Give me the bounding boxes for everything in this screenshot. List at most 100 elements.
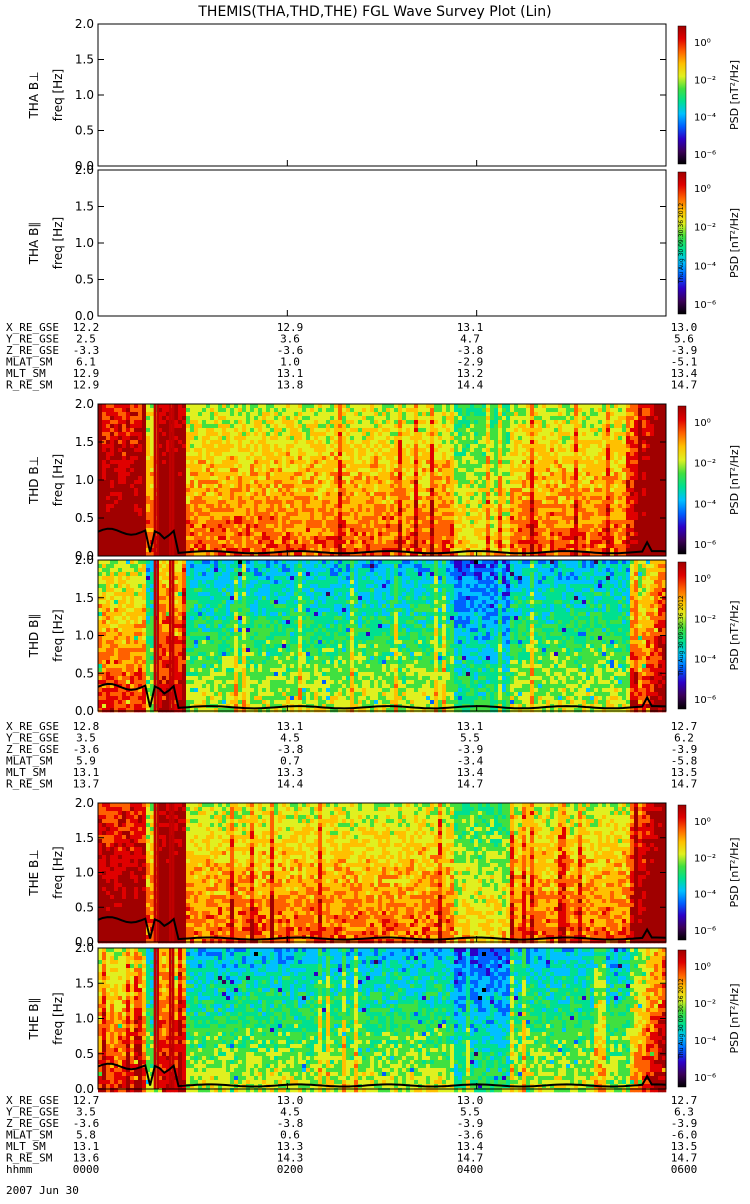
spectrogram-cell <box>434 532 438 536</box>
spectrogram-cell <box>334 448 338 452</box>
spectrogram-cell <box>110 464 114 468</box>
spectrogram-cell <box>582 408 586 412</box>
spectrogram-cell <box>330 528 334 532</box>
spectrogram-cell <box>218 500 222 504</box>
spectrogram-cell <box>474 440 478 444</box>
spectrogram-cell <box>270 516 274 520</box>
spectrogram-cell <box>350 520 354 524</box>
spectrogram-cell <box>506 500 510 504</box>
spectrogram-cell <box>102 424 106 428</box>
spectrogram-cell <box>314 428 318 432</box>
spectrogram-cell <box>594 456 598 460</box>
spectrogram-cell <box>354 424 358 428</box>
spectrogram-cell <box>110 492 114 496</box>
spectrogram-cell <box>534 488 538 492</box>
spectrogram-cell <box>590 508 594 512</box>
spectrogram-cell <box>194 408 198 412</box>
spectrogram-cell <box>458 444 462 448</box>
spectrogram-cell <box>554 532 558 536</box>
spectrogram-cell <box>330 548 334 552</box>
spectrogram-cell <box>350 436 354 440</box>
spectrogram-cell <box>358 532 362 536</box>
spectrogram-cell <box>466 536 470 540</box>
spectrogram-cell <box>386 416 390 420</box>
spectrogram-cell <box>570 476 574 480</box>
spectrogram-cell <box>598 512 602 516</box>
spectrogram-cell <box>502 544 506 548</box>
spectrogram-cell <box>202 484 206 488</box>
spectrogram-cell <box>602 456 606 460</box>
spectrogram-cell <box>302 508 306 512</box>
spectrogram-cell <box>614 496 618 500</box>
spectrogram-cell <box>510 460 514 464</box>
spectrogram-cell <box>206 504 210 508</box>
spectrogram-cell <box>390 520 394 524</box>
spectrogram-cell <box>462 516 466 520</box>
spectrogram-cell <box>250 416 254 420</box>
spectrogram-cell <box>418 524 422 528</box>
spectrogram-cell <box>466 408 470 412</box>
spectrogram-cell <box>366 432 370 436</box>
spectrogram-cell <box>266 528 270 532</box>
spectrogram-cell <box>410 480 414 484</box>
spectrogram-cell <box>510 488 514 492</box>
spectrogram-cell <box>118 492 122 496</box>
spectrogram-cell <box>558 456 562 460</box>
spectrogram-cell <box>322 412 326 416</box>
spectrogram-cell <box>302 412 306 416</box>
spectrogram-cell <box>410 520 414 524</box>
spectrogram-cell <box>298 508 302 512</box>
spectrogram-cell <box>502 500 506 504</box>
spectrogram-cell <box>326 512 330 516</box>
spectrogram-cell <box>322 508 326 512</box>
spectrogram-cell <box>462 428 466 432</box>
spectrogram-cell <box>510 536 514 540</box>
spectrogram-cell <box>394 456 398 460</box>
spectrogram-cell <box>262 420 266 424</box>
spectrogram-cell <box>290 524 294 528</box>
spectrogram-cell <box>346 420 350 424</box>
spectrogram-cell <box>582 536 586 540</box>
spectrogram-cell <box>554 528 558 532</box>
spectrogram-cell <box>350 452 354 456</box>
spectrogram-cell <box>526 424 530 428</box>
spectrogram-cell <box>294 532 298 536</box>
spectrogram-cell <box>542 484 546 488</box>
spectrogram-cell <box>130 412 134 416</box>
spectrogram-cell <box>606 420 610 424</box>
spectrogram-cell <box>362 460 366 464</box>
spectrogram-cell <box>474 424 478 428</box>
spectrogram-cell <box>398 536 402 540</box>
spectrogram-cell <box>118 452 122 456</box>
spectrogram-cell <box>354 444 358 448</box>
spectrogram-cell <box>550 464 554 468</box>
spectrogram-cell <box>450 476 454 480</box>
spectrogram-cell <box>214 416 218 420</box>
spectrogram-cell <box>134 436 138 440</box>
spectrogram-cell <box>494 476 498 480</box>
spectrogram-cell <box>130 460 134 464</box>
spectrogram-cell <box>122 428 126 432</box>
spectrogram-cell <box>302 476 306 480</box>
spectrogram-cell <box>326 460 330 464</box>
spectrogram-cell <box>598 532 602 536</box>
spectrogram-cell <box>282 452 286 456</box>
spectrogram-cell <box>110 508 114 512</box>
spectrogram-cell <box>458 528 462 532</box>
spectrogram-cell <box>334 408 338 412</box>
spectrogram-cell <box>462 544 466 548</box>
spectrogram-cell <box>330 524 334 528</box>
spectrogram-cell <box>522 512 526 516</box>
spectrogram-cell <box>494 428 498 432</box>
spectrogram-cell <box>414 408 418 412</box>
spectrogram-cell <box>574 488 578 492</box>
spectrogram-cell <box>114 444 118 448</box>
spectrogram-cell <box>594 528 598 532</box>
spectrogram-cell <box>214 496 218 500</box>
spectrogram-cell <box>402 416 406 420</box>
spectrogram-cell <box>610 512 614 516</box>
spectrogram-cell <box>562 488 566 492</box>
spectrogram-cell <box>346 472 350 476</box>
spectrogram-cell <box>442 436 446 440</box>
spectrogram-cell <box>494 492 498 496</box>
